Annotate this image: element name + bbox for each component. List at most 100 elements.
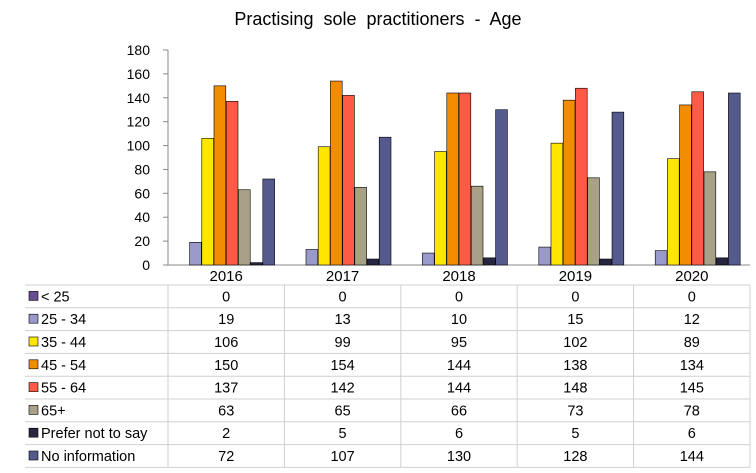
- y-tick-label: 140: [127, 90, 151, 106]
- data-label: 144: [680, 449, 704, 465]
- data-label: 95: [451, 335, 467, 351]
- legend-label: No information: [41, 449, 135, 465]
- data-label: 2: [222, 426, 230, 442]
- y-tick-label: 120: [127, 114, 151, 130]
- bar: [483, 257, 496, 266]
- bar: [305, 249, 319, 266]
- bar: [470, 185, 484, 266]
- bar: [446, 92, 459, 266]
- category-label: 2017: [326, 268, 359, 285]
- bar: [679, 104, 692, 266]
- legend-label: 65+: [41, 403, 66, 419]
- legend-swatch: [28, 427, 39, 438]
- bar: [458, 92, 472, 266]
- legend-swatch: [28, 405, 39, 415]
- data-label: 144: [447, 381, 471, 397]
- y-tick-label: 80: [134, 161, 150, 177]
- y-tick-label: 0: [142, 257, 150, 273]
- data-label: 137: [214, 381, 238, 397]
- bar: [225, 101, 239, 266]
- data-label: 150: [214, 358, 238, 374]
- data-label: 0: [571, 289, 579, 305]
- bar: [213, 85, 227, 266]
- data-label: 142: [330, 381, 354, 397]
- y-tick-label: 60: [134, 185, 150, 201]
- bar: [654, 250, 668, 266]
- category-label: 2016: [210, 268, 243, 285]
- data-label: 138: [563, 358, 587, 374]
- legend-swatch: [28, 382, 39, 392]
- legend-swatch: [28, 336, 39, 347]
- data-label: 0: [688, 289, 696, 305]
- y-tick-label: 160: [127, 66, 151, 82]
- data-label: 10: [451, 312, 467, 328]
- bar: [366, 258, 380, 266]
- legend-swatch: [28, 291, 39, 301]
- data-label: 89: [684, 335, 700, 351]
- data-label: 63: [218, 403, 234, 419]
- bar: [703, 171, 717, 266]
- legend-label: 35 - 44: [41, 335, 86, 351]
- bar: [611, 111, 625, 266]
- bar: [434, 151, 447, 266]
- data-label: 0: [222, 289, 230, 305]
- legend-label: 45 - 54: [41, 358, 86, 374]
- data-label: 102: [563, 335, 587, 351]
- category-label: 2018: [442, 268, 475, 285]
- data-label: 145: [680, 381, 704, 397]
- data-label: 66: [451, 403, 467, 419]
- bar: [378, 136, 392, 266]
- data-label: 130: [447, 449, 471, 465]
- y-tick-label: 40: [134, 209, 150, 225]
- bar: [575, 87, 588, 266]
- legend-label: Prefer not to say: [41, 426, 148, 442]
- bar: [667, 158, 680, 266]
- data-label: 6: [455, 426, 463, 442]
- data-label: 128: [563, 449, 587, 465]
- data-label: 78: [684, 403, 700, 419]
- legend-swatch: [28, 359, 39, 370]
- bar: [691, 91, 704, 266]
- data-label: 106: [214, 335, 238, 351]
- category-label: 2019: [559, 268, 592, 285]
- data-label: 148: [563, 381, 587, 397]
- bar: [317, 146, 331, 266]
- data-label: 134: [680, 358, 704, 374]
- bar: [538, 246, 551, 266]
- bar: [562, 99, 576, 266]
- legend-swatch: [28, 450, 39, 461]
- data-label: 144: [447, 358, 471, 374]
- bar: [715, 257, 729, 266]
- data-label: 19: [218, 312, 234, 328]
- data-label: 154: [330, 358, 354, 374]
- bar: [330, 80, 343, 266]
- data-label: 0: [455, 289, 463, 305]
- bar: [238, 189, 251, 266]
- legend-label: 25 - 34: [41, 312, 86, 328]
- data-label: 73: [567, 403, 583, 419]
- data-label: 5: [571, 426, 579, 442]
- data-label: 107: [330, 449, 354, 465]
- y-tick-label: 20: [134, 233, 150, 249]
- data-label: 0: [339, 289, 347, 305]
- data-label: 6: [688, 426, 696, 442]
- legend-swatch: [28, 313, 39, 324]
- bar: [342, 95, 355, 266]
- data-label: 65: [335, 403, 351, 419]
- chart-title: Practising sole practitioners - Age: [234, 9, 522, 29]
- bar: [262, 178, 275, 266]
- bar: [550, 142, 564, 266]
- y-tick-label: 100: [127, 138, 151, 154]
- bar: [728, 92, 741, 266]
- data-label: 15: [567, 312, 583, 328]
- category-label: 2020: [675, 268, 708, 285]
- bar: [599, 258, 612, 266]
- bar: [422, 252, 435, 266]
- bar: [201, 138, 214, 266]
- legend-label: 55 - 64: [41, 381, 86, 397]
- data-label: 13: [335, 312, 351, 328]
- data-label: 72: [218, 449, 234, 465]
- y-tick-label: 180: [127, 42, 151, 58]
- bar: [495, 109, 508, 266]
- bar: [250, 262, 263, 266]
